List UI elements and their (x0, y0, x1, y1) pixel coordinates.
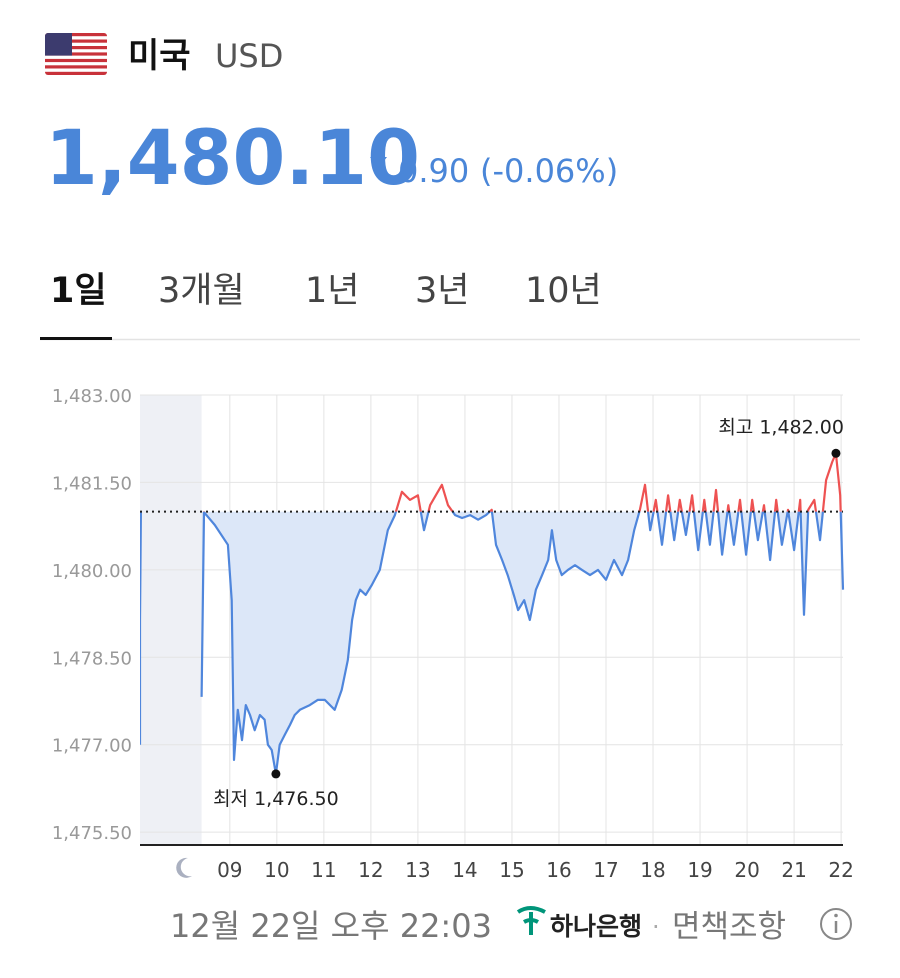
x-tick-label: 14 (452, 858, 477, 882)
change-pct: (-0.06%) (480, 152, 618, 190)
timestamp: 12월 22일 오후 22:03 (170, 907, 492, 945)
x-tick-label: 19 (687, 858, 712, 882)
us-flag (45, 33, 107, 75)
moon-icon (176, 857, 192, 878)
y-tick-label: 1,477.00 (52, 736, 132, 757)
tabs: 1일 3개월 1년 3년 10년 (40, 271, 602, 340)
bank-name: 하나은행 (550, 912, 642, 941)
country: 미국 (128, 36, 191, 76)
x-tick-label: 10 (264, 858, 289, 882)
tab[interactable]: 3년 (415, 271, 469, 311)
separator: · (652, 913, 660, 941)
x-tick-label: 17 (593, 858, 618, 882)
price: 1,480.10 (45, 113, 420, 202)
x-tick-label: 18 (640, 858, 665, 882)
info-icon[interactable] (820, 908, 852, 940)
line-below (140, 511, 845, 775)
y-tick-label: 1,483.00 (52, 386, 132, 407)
annotation: 최고 1,482.00 (718, 416, 844, 438)
tab[interactable]: 3개월 (158, 271, 245, 311)
chart: 1,483.00 1,481.50 1,480.00 1,478.50 1,477.00… (52, 386, 854, 882)
y-tick-label: 1,480.00 (52, 561, 132, 582)
tab-underline (40, 337, 112, 340)
y-tick-label: 1,478.50 (52, 648, 132, 669)
bank-logo (516, 906, 546, 935)
disclaimer[interactable]: 면책조항 (672, 909, 786, 945)
change: 0.90 (398, 152, 469, 190)
extreme-dot (271, 769, 281, 779)
x-tick-label: 16 (546, 858, 571, 882)
tab[interactable]: 1년 (305, 271, 359, 311)
x-tick-label: 12 (358, 858, 383, 882)
tab[interactable]: 10년 (525, 271, 602, 311)
x-tick-label: 09 (217, 858, 242, 882)
down-arrow (370, 157, 387, 168)
x-tick-label: 22 (828, 858, 853, 882)
annotation: 최저 1,476.50 (213, 788, 339, 810)
y-tick-label: 1,481.50 (52, 473, 132, 494)
x-tick-label: 13 (405, 858, 430, 882)
x-tick-label: 11 (311, 858, 336, 882)
extreme-dot (831, 448, 841, 458)
x-tick-label: 20 (734, 858, 759, 882)
area-fill (140, 511, 843, 774)
night-shade (140, 395, 202, 845)
x-tick-label: 21 (781, 858, 806, 882)
tab[interactable]: 1일 (50, 271, 107, 311)
x-tick-label: 15 (499, 858, 524, 882)
currency: USD (215, 37, 283, 75)
y-tick-label: 1,475.50 (52, 823, 132, 844)
